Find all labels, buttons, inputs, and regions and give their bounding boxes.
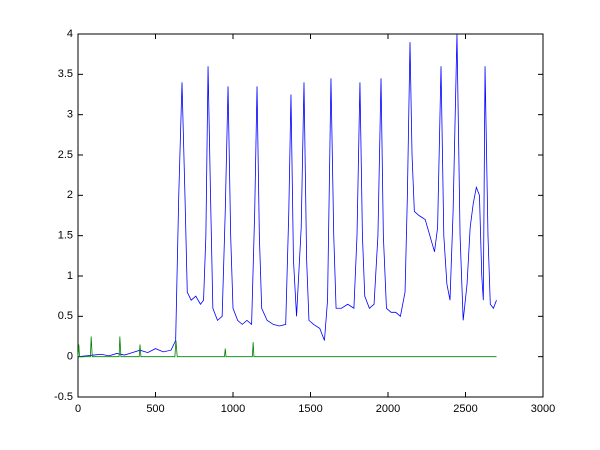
x-tick-label: 500 <box>146 403 164 415</box>
x-tick-label: 3000 <box>531 403 555 415</box>
plot-area <box>77 33 544 398</box>
x-tick-label: 2500 <box>453 403 477 415</box>
x-tick-label: 1500 <box>298 403 322 415</box>
y-tick-label: 0.5 <box>58 310 73 322</box>
y-tick-label: 3.5 <box>58 68 73 80</box>
x-tick-label: 0 <box>75 403 81 415</box>
data-line <box>77 336 497 358</box>
y-tick-label: 1.5 <box>58 230 73 242</box>
x-tick-label: 2000 <box>376 403 400 415</box>
y-tick-label: 2 <box>67 189 73 201</box>
y-tick-label: 0 <box>67 351 73 363</box>
y-tick-label: 2.5 <box>58 149 73 161</box>
x-tick-label: 1000 <box>221 403 245 415</box>
y-tick-label: -0.5 <box>54 391 73 403</box>
data-line <box>77 33 497 358</box>
y-tick-label: 3 <box>67 109 73 121</box>
y-tick-label: 4 <box>67 28 73 40</box>
y-tick-label: 1 <box>67 270 73 282</box>
